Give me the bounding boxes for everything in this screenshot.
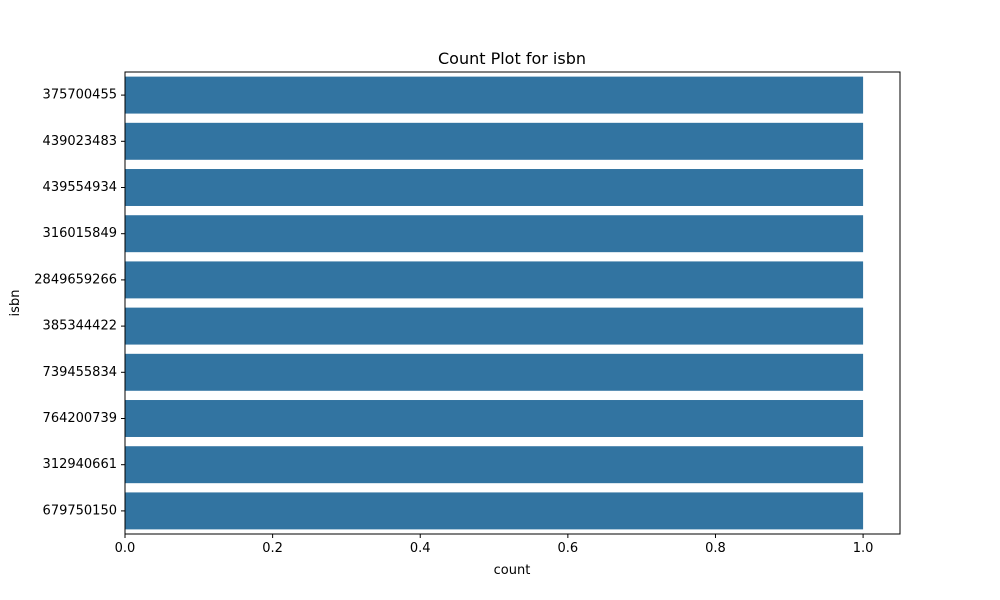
x-tick-label: 1.0 (853, 541, 874, 556)
y-tick-label: 2849659266 (34, 272, 117, 287)
y-axis-label: isbn (8, 290, 23, 317)
y-tick-label: 312940661 (43, 457, 117, 472)
y-tick-label: 385344422 (43, 319, 117, 334)
y-tick-label: 316015849 (43, 226, 117, 241)
x-tick-label: 0.6 (558, 541, 579, 556)
y-tick-label: 764200739 (43, 411, 117, 426)
y-tick-label: 679750150 (43, 503, 117, 518)
y-tick-label: 439554934 (43, 180, 117, 195)
bar-739455834 (125, 353, 864, 391)
bars-group (125, 76, 864, 530)
bar-2849659266 (125, 261, 864, 299)
y-tick-label: 439023483 (43, 134, 117, 149)
x-tick-label: 0.0 (115, 541, 136, 556)
y-tick-label: 375700455 (43, 88, 117, 103)
bar-439554934 (125, 169, 864, 206)
bar-679750150 (125, 492, 864, 530)
x-tick-label: 0.8 (705, 541, 726, 556)
bar-316015849 (125, 215, 864, 253)
bar-439023483 (125, 122, 864, 160)
y-axis-ticks: 375700455 439023483 439554934 316015849 2849… (34, 88, 125, 518)
x-axis-label: count (494, 563, 531, 578)
x-tick-label: 0.2 (262, 541, 283, 556)
bar-385344422 (125, 307, 864, 345)
y-tick-label: 739455834 (43, 365, 117, 380)
chart-title: Count Plot for isbn (438, 49, 586, 68)
x-tick-label: 0.4 (410, 541, 431, 556)
bar-375700455 (125, 76, 864, 114)
x-axis-ticks: 0.0 0.2 0.4 0.6 0.8 1.0 (115, 534, 874, 556)
bar-764200739 (125, 400, 864, 437)
plot-frame (124, 71, 901, 535)
bar-312940661 (125, 446, 864, 484)
